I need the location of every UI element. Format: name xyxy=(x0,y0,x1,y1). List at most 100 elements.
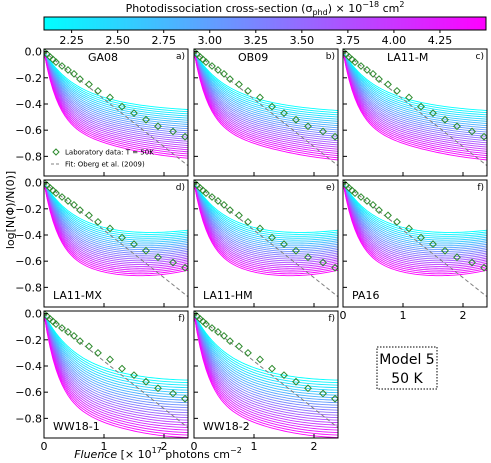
model-curve xyxy=(44,51,188,117)
x-tick-label: 1 xyxy=(251,440,258,453)
model-curve xyxy=(44,51,188,130)
legend-lab-label: Laboratory data: T = 50K xyxy=(65,149,154,157)
model-curve xyxy=(44,313,188,394)
lab-data-point xyxy=(468,127,476,136)
model-curve xyxy=(44,51,188,151)
model-curve xyxy=(194,51,338,133)
model-curve xyxy=(44,313,188,424)
model-curve xyxy=(343,51,487,127)
model-curve xyxy=(194,313,338,384)
model-curve xyxy=(343,51,487,161)
model-curve xyxy=(194,51,338,137)
model-curve xyxy=(44,51,188,155)
lab-data-point xyxy=(52,320,60,329)
model-curve xyxy=(194,182,338,264)
model-curve xyxy=(194,313,338,381)
model-curve xyxy=(343,182,487,233)
panel-name: WW18-2 xyxy=(203,420,250,433)
colorbar-tick-label: 2.50 xyxy=(105,34,130,47)
legend-lab-marker xyxy=(52,148,60,156)
x-tick-label: 0 xyxy=(41,440,48,453)
model-curve xyxy=(44,313,188,414)
lab-data-point xyxy=(85,80,93,89)
lab-data-point xyxy=(94,86,102,95)
panel-frame xyxy=(43,48,189,177)
lab-data-point xyxy=(304,253,312,262)
model-curve xyxy=(194,313,338,426)
model-curve xyxy=(194,313,338,389)
model-curve xyxy=(44,182,188,258)
model-curve xyxy=(44,182,188,239)
model-curve xyxy=(194,182,338,245)
y-tick-label: −0.6 xyxy=(15,386,42,399)
model-curve xyxy=(194,51,338,161)
colorbar-ticks: 2.25 2.50 2.75 3.00 3.25 3.50 3.75 4.00 4.25 xyxy=(59,30,452,47)
colorbar-tick-label: 4.00 xyxy=(382,34,407,47)
lab-data-point xyxy=(268,102,276,111)
model-curve xyxy=(194,51,338,131)
panel-frame xyxy=(193,310,339,439)
panel-frame xyxy=(342,179,488,308)
model-curve xyxy=(343,51,487,124)
lab-data-point xyxy=(194,311,198,318)
y-axis-title: log[N(Φ)/N(0)] xyxy=(4,171,17,249)
lab-data-point xyxy=(226,75,234,84)
panel-pa16: 0 1 2 PA16 f) xyxy=(340,179,488,322)
y-tick-label: −0.8 xyxy=(15,150,42,163)
panel-la11-mx: 0.0 −0.2 −0.4 −0.6 −0.8 LA11-MX d) xyxy=(15,177,189,308)
lab-data-point xyxy=(118,233,126,242)
lab-data-point xyxy=(70,200,78,209)
model-curve xyxy=(194,313,338,429)
panel-frame xyxy=(342,48,488,177)
model-curve xyxy=(194,51,338,139)
model-curve xyxy=(343,51,487,118)
panel-name: PA16 xyxy=(352,289,379,302)
model-curve xyxy=(194,313,338,406)
model-curve xyxy=(44,182,188,241)
lab-data-point xyxy=(351,189,359,198)
lab-data-point xyxy=(357,193,365,201)
colorbar-tick-label: 3.75 xyxy=(336,34,361,47)
model-curve xyxy=(194,182,338,275)
model-curve xyxy=(44,51,188,157)
lab-data-point xyxy=(375,206,383,215)
lab-data-point xyxy=(154,122,162,131)
lab-data-point xyxy=(94,348,102,357)
model-curve xyxy=(194,182,338,239)
lab-data-point xyxy=(226,206,234,215)
y-tick-label: −0.8 xyxy=(15,281,42,294)
lab-data-point xyxy=(169,258,177,267)
model-curve xyxy=(194,182,338,252)
model-curve xyxy=(194,313,338,394)
model-curve xyxy=(44,313,188,381)
model-curve xyxy=(44,182,188,249)
model-curve xyxy=(194,182,338,266)
panel-tag: e) xyxy=(326,183,335,193)
panel-name: WW18-1 xyxy=(53,420,100,433)
lab-data-point xyxy=(154,384,162,393)
lab-data-point xyxy=(405,224,413,233)
lab-data-point xyxy=(343,180,347,187)
fit-line xyxy=(343,51,487,167)
model-curve xyxy=(194,182,338,258)
model-curve xyxy=(44,51,188,125)
panel-tag: c) xyxy=(476,52,484,62)
model-curve xyxy=(44,313,188,406)
lab-data-point xyxy=(181,132,188,141)
lab-data-point xyxy=(130,371,138,380)
y-tick-label: −0.6 xyxy=(15,124,42,137)
model-curve xyxy=(194,51,338,146)
model-curve xyxy=(194,313,338,433)
lab-data-point xyxy=(220,200,228,209)
model-curve xyxy=(343,51,487,135)
model-curve xyxy=(194,313,338,416)
model-curve xyxy=(343,51,487,122)
model-curve xyxy=(194,182,338,271)
model-curve xyxy=(194,51,338,159)
panel-ob09: OB09 b) xyxy=(193,48,339,177)
lab-data-point xyxy=(319,258,327,267)
model-curve xyxy=(194,313,338,386)
model-curve xyxy=(44,182,188,269)
model-curve xyxy=(343,182,487,277)
